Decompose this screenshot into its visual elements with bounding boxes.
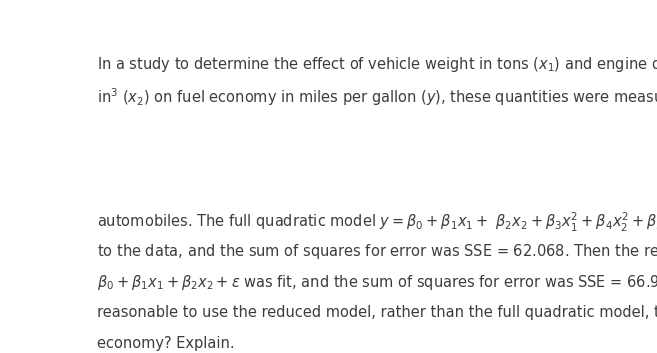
- Text: $\beta_0 + \beta_1 x_1 + \beta_2 x_2 + \varepsilon$ was fit, and the sum of squa: $\beta_0 + \beta_1 x_1 + \beta_2 x_2 + \…: [97, 273, 657, 292]
- Text: to the data, and the sum of squares for error was SSE = 62.068. Then the reduced: to the data, and the sum of squares for …: [97, 242, 657, 261]
- Text: automobiles. The full quadratic model $y = \beta_0 + \beta_1 x_1 +\ \beta_2 x_2 : automobiles. The full quadratic model $y…: [97, 211, 657, 234]
- Text: economy? Explain.: economy? Explain.: [97, 336, 235, 351]
- Text: In a study to determine the effect of vehicle weight in tons ($x_1$) and engine : In a study to determine the effect of ve…: [97, 55, 657, 73]
- Text: reasonable to use the reduced model, rather than the full quadratic model, to pr: reasonable to use the reduced model, rat…: [97, 305, 657, 320]
- Text: in$^3$ ($x_2$) on fuel economy in miles per gallon ($y$), these quantities were : in$^3$ ($x_2$) on fuel economy in miles …: [97, 86, 657, 108]
